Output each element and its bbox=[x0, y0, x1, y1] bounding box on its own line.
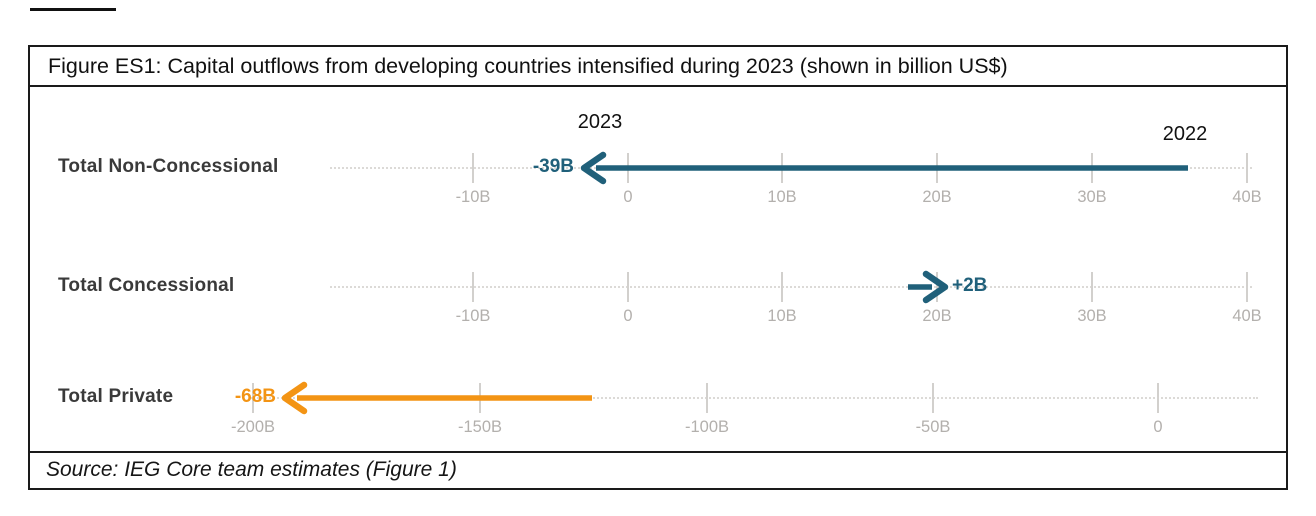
tick-row2-40 bbox=[1246, 272, 1248, 302]
tick-row3-0 bbox=[1157, 383, 1159, 413]
arrow-non-concessional bbox=[580, 151, 1188, 185]
tick-label: 20B bbox=[922, 307, 952, 325]
tick-row3-m50 bbox=[932, 383, 934, 413]
figure-source: Source: IEG Core team estimates (Figure … bbox=[30, 451, 1286, 488]
tick-row2-30 bbox=[1091, 272, 1093, 302]
year-label-2022: 2022 bbox=[1162, 123, 1208, 145]
arrowhead-right-icon bbox=[922, 270, 949, 304]
tick-label: 0 bbox=[623, 188, 633, 206]
arrowhead-left-icon bbox=[580, 151, 607, 185]
tick-label: 20B bbox=[922, 188, 952, 206]
row-label-total-non-concessional: Total Non-Concessional bbox=[58, 156, 279, 177]
tick-label: 40B bbox=[1232, 188, 1262, 206]
year-label-2023: 2023 bbox=[577, 111, 623, 133]
change-value-concessional: +2B bbox=[952, 275, 988, 296]
tick-row2-20 bbox=[936, 272, 938, 302]
tick-label: 40B bbox=[1232, 307, 1262, 325]
axis-line-row3 bbox=[250, 397, 1258, 399]
tick-row2-m10 bbox=[472, 272, 474, 302]
axis-line-row2 bbox=[330, 286, 1252, 288]
figure-title: Figure ES1: Capital outflows from develo… bbox=[30, 47, 1286, 87]
tick-label: 30B bbox=[1077, 188, 1107, 206]
tick-label: -10B bbox=[455, 188, 491, 206]
page-top-rule bbox=[30, 8, 116, 11]
figure-es1-box: Figure ES1: Capital outflows from develo… bbox=[28, 45, 1288, 490]
arrow-concessional bbox=[908, 270, 949, 304]
row-label-total-private: Total Private bbox=[58, 386, 174, 407]
tick-row2-0 bbox=[627, 272, 629, 302]
tick-row1-40 bbox=[1246, 153, 1248, 183]
tick-label: -50B bbox=[915, 418, 951, 436]
arrow-private bbox=[281, 381, 592, 415]
tick-row2-10 bbox=[781, 272, 783, 302]
arrowhead-left-icon bbox=[281, 381, 308, 415]
change-value-private: -68B bbox=[234, 386, 276, 407]
tick-row3-m100 bbox=[706, 383, 708, 413]
tick-label: -200B bbox=[230, 418, 276, 436]
row-label-total-concessional: Total Concessional bbox=[58, 275, 235, 296]
tick-label: -150B bbox=[457, 418, 503, 436]
tick-label: -100B bbox=[684, 418, 730, 436]
tick-label: 0 bbox=[623, 307, 633, 325]
tick-row1-m10 bbox=[472, 153, 474, 183]
tick-label: 10B bbox=[767, 307, 797, 325]
change-value-non-concessional: -39B bbox=[532, 156, 574, 177]
tick-label: 30B bbox=[1077, 307, 1107, 325]
tick-row3-m200 bbox=[252, 383, 254, 413]
tick-label: -10B bbox=[455, 307, 491, 325]
tick-label: 10B bbox=[767, 188, 797, 206]
tick-label: 0 bbox=[1153, 418, 1163, 436]
